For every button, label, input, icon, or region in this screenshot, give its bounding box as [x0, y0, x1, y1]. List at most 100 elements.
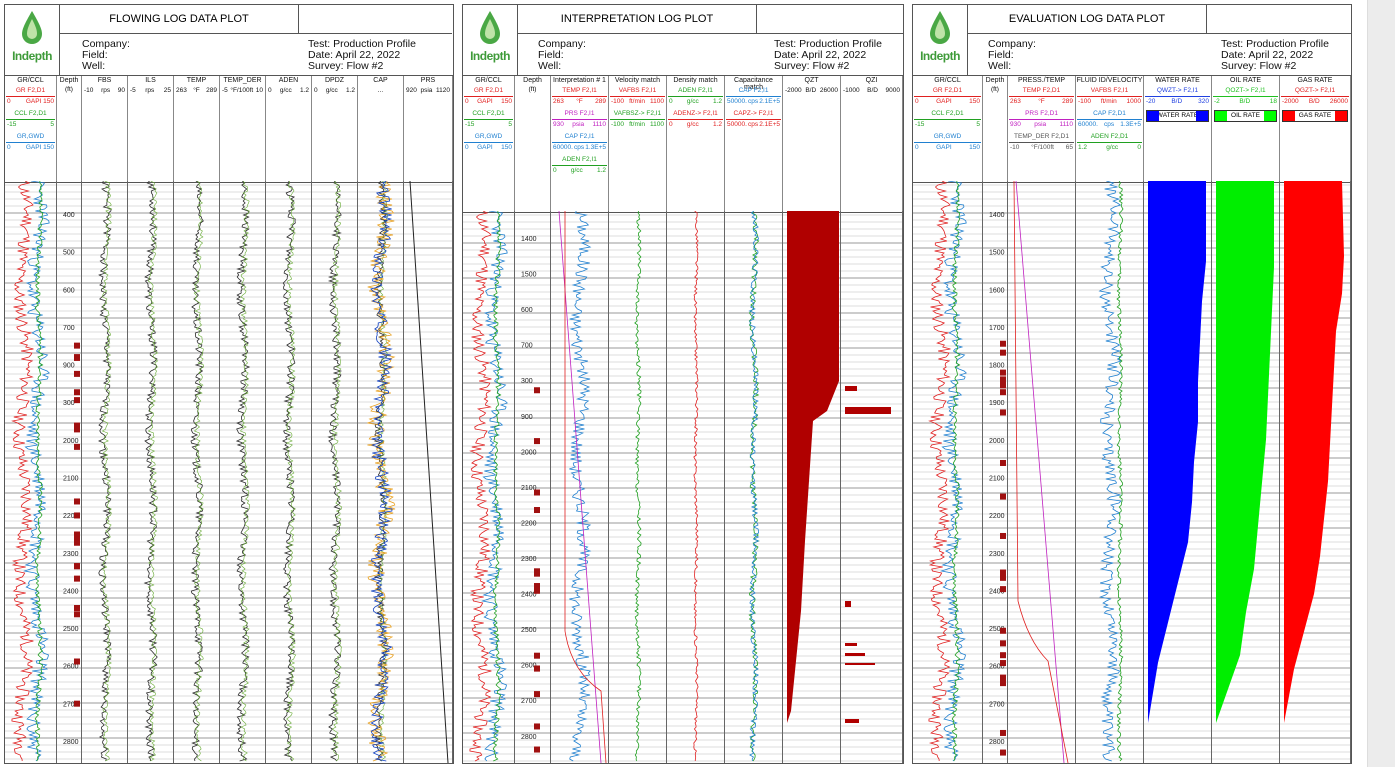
- curve-line: [552, 96, 607, 97]
- depth-label: 2700: [989, 701, 1005, 708]
- depth-label: 1400: [989, 212, 1005, 219]
- log-curve: [281, 181, 297, 762]
- curve-scale: 0 GAPI 150: [915, 98, 980, 105]
- curve-label: TEMP F2,D1: [1022, 87, 1061, 94]
- depth-marker: [74, 611, 80, 618]
- curve-scale: -10 °F/100ft 65: [1010, 144, 1073, 151]
- depth-label: 1800: [989, 363, 1005, 370]
- track-title: FLUID ID/VELOCITY: [1076, 77, 1143, 84]
- curve-label: PRS F2,D1: [1025, 110, 1058, 117]
- curve-line: [1009, 119, 1074, 120]
- pressure-curve: [558, 211, 602, 763]
- log-curve: [693, 211, 699, 762]
- log-curve: [748, 211, 760, 762]
- depth-marker: [534, 587, 540, 594]
- log-curve: [481, 211, 508, 762]
- meta-left: Company: Field: Well:: [538, 39, 586, 72]
- depth-label: 2200: [63, 513, 79, 520]
- depth-marker: [1000, 340, 1006, 347]
- curve-line: [552, 142, 607, 143]
- depth-title: Depth: [59, 77, 79, 84]
- track-title: Capacitance match: [734, 77, 773, 91]
- curve-scale: 50000. cps 2.1E+5: [727, 121, 780, 128]
- track-header: CAP...: [358, 76, 404, 182]
- depth-label: 2600: [521, 663, 537, 670]
- curve-label: GR,GWD: [16, 133, 45, 140]
- curve-line: [914, 96, 981, 97]
- gas-rate-fill: [1284, 181, 1344, 723]
- curve-line: [1077, 96, 1142, 97]
- log-curve: [1116, 181, 1124, 762]
- log-curve: [34, 181, 44, 762]
- well-label: Well:: [538, 60, 562, 72]
- log-curve: [331, 181, 343, 762]
- depth-marker: [1000, 409, 1006, 416]
- track-header: FLUID ID/VELOCITY VAFBS F2,I1 -100 ft/min 10…: [1076, 76, 1144, 182]
- curve-line: [552, 165, 607, 166]
- legend-swatch: [1196, 111, 1208, 121]
- curve-line: [914, 142, 981, 143]
- curve-scale: 0 g/cc 1.2: [314, 87, 355, 94]
- track-title: QZT: [804, 77, 819, 84]
- log-curve: [327, 181, 343, 762]
- log-curve: [239, 181, 251, 762]
- log-curve: [940, 181, 967, 762]
- track-header-row: GR/CCL GR F2,D1 0 GAPI 150 CCL F2,D1 -15 5 GR,GW…: [463, 75, 903, 213]
- drop-logo-icon: [930, 11, 950, 44]
- depth-marker: [74, 536, 80, 543]
- track-header: Velocity match VAFBS F2,I1 -100 ft/min 1100 V…: [609, 76, 667, 212]
- curve-label: CAPZ-> F2,I1: [733, 110, 774, 117]
- rate-legend: GAS RATE: [1282, 110, 1348, 122]
- test-text: Test: Production Profile: [774, 38, 882, 50]
- curve-scale: 60000. cps 1.3E+5: [1078, 121, 1141, 128]
- log-tracks: 400 500 600 700 900 300 2000 2100 2200 2300 2400 25…: [5, 181, 453, 763]
- depth-marker: [1000, 459, 1006, 466]
- depth-marker: [1000, 569, 1006, 576]
- log-curve: [97, 181, 112, 762]
- depth-label: 2400: [63, 588, 79, 595]
- curve-scale: -100 ft/min 1000: [1078, 98, 1141, 105]
- legend-text: GAS RATE: [1298, 112, 1332, 119]
- field-label: Field:: [988, 49, 1014, 61]
- curve-label: CCL F2,D1: [931, 110, 964, 117]
- log-curve: [11, 181, 34, 762]
- depth-label: 2800: [521, 734, 537, 741]
- curve-scale: -2000 B/D 26000: [1282, 98, 1348, 105]
- depth-marker: [534, 570, 540, 577]
- log-curve: [285, 181, 297, 762]
- track-header: Interpretation # 1 TEMP F2,I1 263 °F 289 PRS …: [551, 76, 609, 212]
- curve-line: [914, 119, 981, 120]
- track-title: GR/CCL: [934, 77, 961, 84]
- depth-marker: [1000, 674, 1006, 681]
- track-header: ADEN 0 g/cc 1.2: [266, 76, 312, 182]
- depth-label: 2100: [989, 475, 1005, 482]
- depth-label: 2600: [989, 664, 1005, 671]
- curve-line: [552, 119, 607, 120]
- depth-marker: [534, 665, 540, 672]
- depth-label: 2100: [521, 485, 537, 492]
- curve-scale: -2 B/D 18: [1214, 98, 1277, 105]
- track-header: ILS -5 rps 25: [128, 76, 174, 182]
- curve-scale: 50000. cps 2.1E+5: [727, 98, 780, 105]
- window-scrollbar[interactable]: [1367, 0, 1395, 767]
- curve-scale: ...: [377, 87, 384, 94]
- depth-marker: [1000, 378, 1006, 385]
- track-title: ILS: [145, 77, 156, 84]
- depth-marker: [74, 498, 80, 505]
- meta-right: Test: Production Profile Date: April 22,…: [1221, 39, 1329, 72]
- depth-marker: [1000, 382, 1006, 389]
- depth-label: 900: [63, 363, 75, 370]
- legend-swatch: [1283, 111, 1295, 121]
- curve-scale: -15 5: [915, 121, 980, 128]
- track-title: GR/CCL: [475, 77, 502, 84]
- depth-marker: [74, 700, 80, 707]
- log-curve: [235, 181, 251, 762]
- survey-text: Survey: Flow #2: [1221, 60, 1297, 72]
- curve-label: CCL F2,D1: [472, 110, 505, 117]
- track-header: GR/CCL GR F2,D1 0 GAPI 150 CCL F2,D1 -15 5 GR,GW…: [463, 76, 515, 212]
- depth-marker: [534, 387, 540, 394]
- rate-legend: OIL RATE: [1214, 110, 1277, 122]
- date-text: Date: April 22, 2022: [308, 49, 401, 61]
- depth-header: Depth (ft): [57, 76, 82, 182]
- depth-label: 2000: [521, 449, 537, 456]
